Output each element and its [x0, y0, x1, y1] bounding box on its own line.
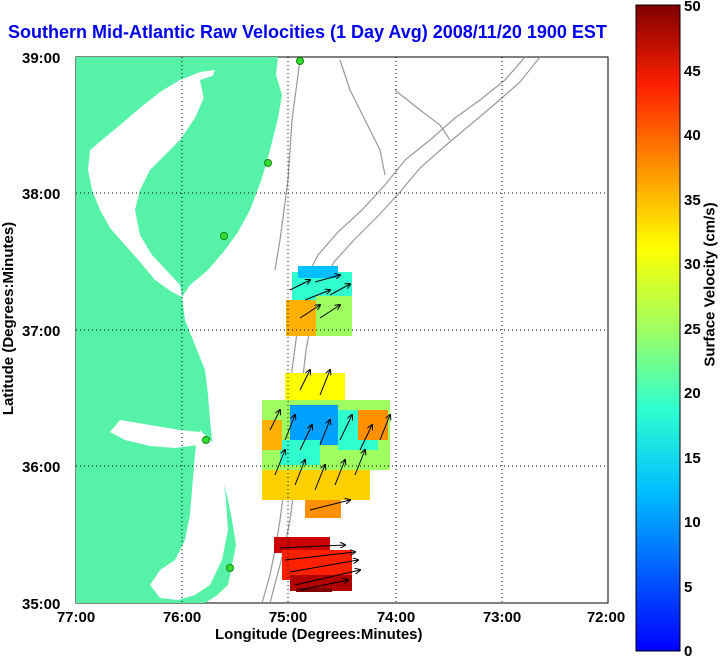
- colorbar-tick-label: 5: [684, 579, 692, 596]
- colorbar-tick-label: 15: [684, 450, 701, 467]
- velocity-patch-central: [262, 373, 390, 518]
- x-tick-label: 76:00: [163, 609, 201, 626]
- y-tick-label: 35:00: [22, 596, 60, 613]
- colorbar-tick-label: 30: [684, 256, 701, 273]
- grid-lines: [76, 57, 608, 603]
- colorbar-tick-label: 40: [684, 127, 701, 144]
- colorbar-tick-label: 35: [684, 192, 701, 209]
- y-tick-label: 39:00: [22, 50, 60, 67]
- colorbar-tick-label: 10: [684, 514, 701, 531]
- x-tick-label: 74:00: [377, 609, 415, 626]
- x-tick-label: 75:00: [269, 609, 307, 626]
- colorbar-tick-label: 0: [684, 643, 692, 659]
- colorbar-title: Surface Velocity (cm/s): [701, 202, 719, 367]
- colorbar-tick-label: 20: [684, 385, 701, 402]
- velocity-patch-north: [286, 266, 352, 336]
- radar-stations: [202, 57, 304, 572]
- x-ticks: 77:00 76:00 75:00 74:00 73:00 72:00: [57, 609, 625, 626]
- x-tick-label: 73:00: [483, 609, 521, 626]
- y-tick-label: 37:00: [22, 323, 60, 340]
- pamlico-sound: [150, 430, 228, 600]
- chart-title: Southern Mid-Atlantic Raw Velocities (1 …: [8, 22, 607, 42]
- x-axis-title: Longitude (Degrees:Minutes): [215, 626, 423, 643]
- albemarle-sound: [110, 420, 200, 448]
- velocity-vectors: [269, 275, 390, 591]
- x-tick-label: 77:00: [57, 609, 95, 626]
- y-axis-title: Latitude (Degrees:Minutes): [0, 221, 18, 416]
- y-tick-label: 38:00: [22, 186, 60, 203]
- y-tick-label: 36:00: [22, 459, 60, 476]
- colorbar-tick-label: 45: [684, 63, 701, 80]
- colorbar: [635, 4, 681, 652]
- chesapeake-bay: [88, 70, 215, 297]
- x-tick-label: 72:00: [587, 609, 625, 626]
- y-ticks: 39:00 38:00 37:00 36:00 35:00: [22, 50, 60, 613]
- colorbar-tick-label: 25: [684, 321, 701, 338]
- colorbar-ticks: 50 45 40 35 30 25 20 15 10 5 0: [684, 0, 701, 659]
- colorbar-tick-label: 50: [684, 0, 701, 15]
- delmarva-coast: [200, 60, 270, 262]
